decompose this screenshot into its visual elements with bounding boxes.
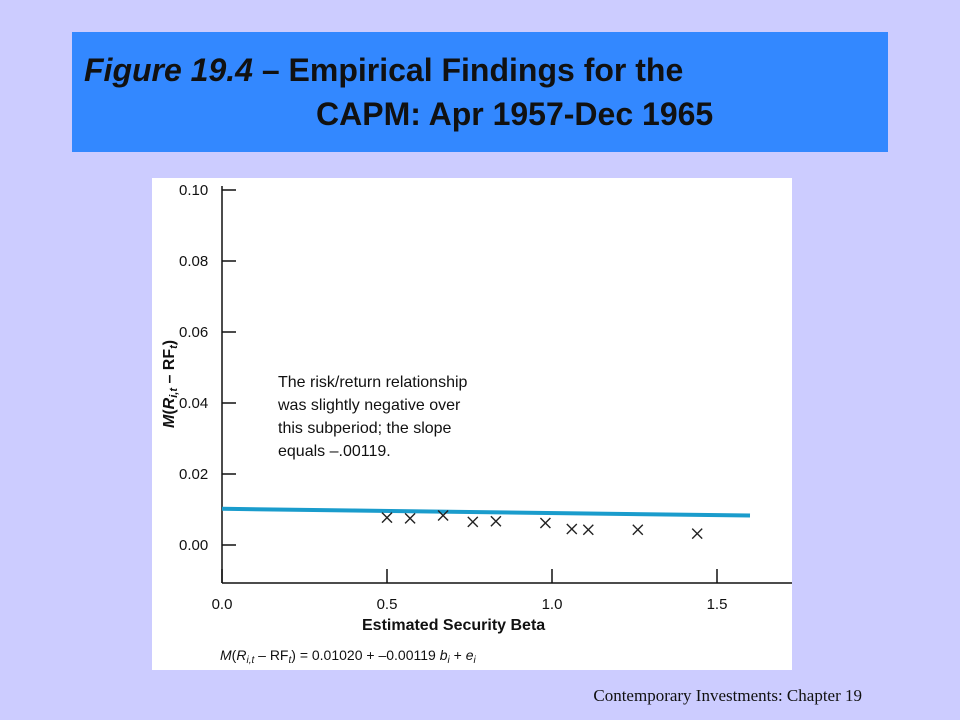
chart-panel: 0.00 0.02 0.04 0.06 0.08 0.10 0.0 0.5 1.0 1.5 Th… <box>152 178 792 670</box>
y-tick-label: 0.06 <box>179 324 208 341</box>
regression-equation: M(Ri,t – RFt) = 0.01020 + –0.00119 bi + … <box>220 647 477 666</box>
eq-sub-it: i,t <box>246 655 255 666</box>
x-tick-label: 0.5 <box>377 596 398 613</box>
y-label-sub-t: t <box>168 344 180 349</box>
figure-number: Figure 19.4 <box>84 52 253 88</box>
eq-m: M <box>220 647 232 663</box>
data-point-stroke <box>437 510 449 522</box>
data-point <box>632 524 644 536</box>
title-line-2: CAPM: Apr 1957-Dec 1965 <box>316 96 714 132</box>
regression-line <box>221 506 751 518</box>
x-tick-label: 0.0 <box>212 596 233 613</box>
eq-plus: + <box>450 647 466 663</box>
y-label-r: R <box>161 397 178 409</box>
y-tick-label: 0.00 <box>179 537 208 554</box>
annotation-line-2: was slightly negative over <box>277 397 461 414</box>
data-point-stroke <box>539 517 551 529</box>
data-point <box>437 510 449 522</box>
eq-sub-t: t <box>288 655 292 666</box>
y-label-m: M <box>161 414 178 428</box>
eq-sub-bi: i <box>448 655 451 666</box>
y-label-rf: – RF <box>161 349 178 388</box>
data-point-stroke <box>467 516 479 528</box>
y-axis-label: M(Ri,t – RFt) <box>161 340 180 428</box>
y-label-close: ) <box>161 340 178 345</box>
eq-sub-ei: i <box>474 655 477 666</box>
data-point-stroke <box>582 524 594 536</box>
data-point <box>566 523 578 535</box>
data-point <box>691 528 703 540</box>
data-point <box>490 515 502 527</box>
annotation-line-4: equals –.00119. <box>278 443 391 460</box>
y-tick-label: 0.08 <box>179 253 208 270</box>
data-point <box>582 524 594 536</box>
x-axis-label: Estimated Security Beta <box>362 617 545 634</box>
eq-body: ) = 0.01020 + –0.00119 <box>291 647 436 663</box>
x-tick-label: 1.5 <box>707 596 728 613</box>
data-point-stroke <box>490 515 502 527</box>
eq-open: ( <box>232 647 237 663</box>
x-tick-label: 1.0 <box>542 596 563 613</box>
eq-b: b <box>440 647 448 663</box>
title-text-1: – Empirical Findings for the <box>252 52 684 88</box>
data-point <box>404 512 416 524</box>
data-point-stroke <box>566 523 578 535</box>
annotation-line-1: The risk/return relationship <box>278 374 468 391</box>
eq-rf: – RF <box>254 647 288 663</box>
y-label-open: ( <box>161 409 178 415</box>
data-point-stroke <box>691 528 703 540</box>
axes <box>221 186 792 584</box>
eq-r: R <box>236 647 246 663</box>
x-ticks: 0.0 0.5 1.0 1.5 <box>212 569 728 613</box>
data-point-stroke <box>381 512 393 524</box>
y-label-sub-it: i,t <box>168 387 180 398</box>
annotation-line-3: this subperiod; the slope <box>278 420 452 437</box>
title-bar: Figure 19.4 – Empirical Findings for the… <box>72 32 888 152</box>
capm-chart: 0.00 0.02 0.04 0.06 0.08 0.10 0.0 0.5 1.0 1.5 Th… <box>161 182 792 666</box>
y-tick-label: 0.04 <box>179 395 208 412</box>
data-point-stroke <box>404 512 416 524</box>
y-tick-label: 0.10 <box>179 182 208 199</box>
data-point <box>539 517 551 529</box>
data-point <box>467 516 479 528</box>
y-ticks: 0.00 0.02 0.04 0.06 0.08 0.10 <box>179 182 236 554</box>
data-point <box>381 512 393 524</box>
title-line-1: Figure 19.4 – Empirical Findings for the <box>84 52 683 89</box>
slide-footer: Contemporary Investments: Chapter 19 <box>593 686 862 705</box>
y-tick-label: 0.02 <box>179 466 208 483</box>
eq-e: e <box>466 647 474 663</box>
series <box>221 506 751 540</box>
data-point-stroke <box>632 524 644 536</box>
